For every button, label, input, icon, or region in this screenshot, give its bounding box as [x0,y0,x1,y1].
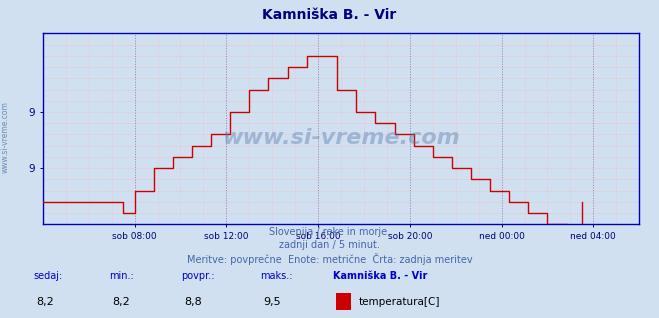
Text: Kamniška B. - Vir: Kamniška B. - Vir [333,272,427,281]
Text: www.si-vreme.com: www.si-vreme.com [1,101,10,173]
Text: temperatura[C]: temperatura[C] [359,297,441,307]
Text: Slovenija / reke in morje.: Slovenija / reke in morje. [269,227,390,237]
Text: Meritve: povprečne  Enote: metrične  Črta: zadnja meritev: Meritve: povprečne Enote: metrične Črta:… [186,253,473,265]
Text: Kamniška B. - Vir: Kamniška B. - Vir [262,8,397,22]
Text: min.:: min.: [109,272,134,281]
Text: 9,5: 9,5 [264,297,281,307]
Text: 8,2: 8,2 [36,297,54,307]
Text: sedaj:: sedaj: [33,272,62,281]
Text: maks.:: maks.: [260,272,293,281]
Text: 8,8: 8,8 [185,297,202,307]
Text: www.si-vreme.com: www.si-vreme.com [222,128,460,148]
Text: zadnji dan / 5 minut.: zadnji dan / 5 minut. [279,240,380,250]
Text: 8,2: 8,2 [112,297,130,307]
Text: povpr.:: povpr.: [181,272,215,281]
